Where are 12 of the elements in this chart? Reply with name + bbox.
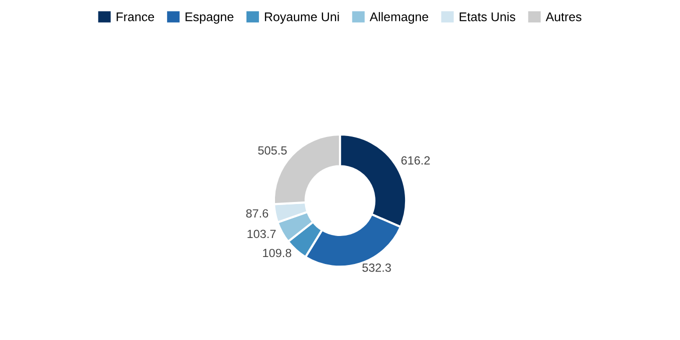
legend-label: Espagne xyxy=(186,12,234,24)
data-label: 532.3 xyxy=(362,263,391,272)
legend-label: France xyxy=(116,12,154,22)
data-label: 616.2 xyxy=(401,156,430,165)
data-label: 109.8 xyxy=(263,248,292,258)
legend-label: Etats Unis xyxy=(460,12,516,22)
legend-label: Royaume Uni xyxy=(264,12,339,24)
data-label: 103.7 xyxy=(248,230,276,238)
data-label: 87.6 xyxy=(246,209,268,218)
legend-label: Allemagne xyxy=(370,12,428,24)
legend-label: Autres xyxy=(546,12,582,22)
data-label: 505.5 xyxy=(258,146,287,155)
